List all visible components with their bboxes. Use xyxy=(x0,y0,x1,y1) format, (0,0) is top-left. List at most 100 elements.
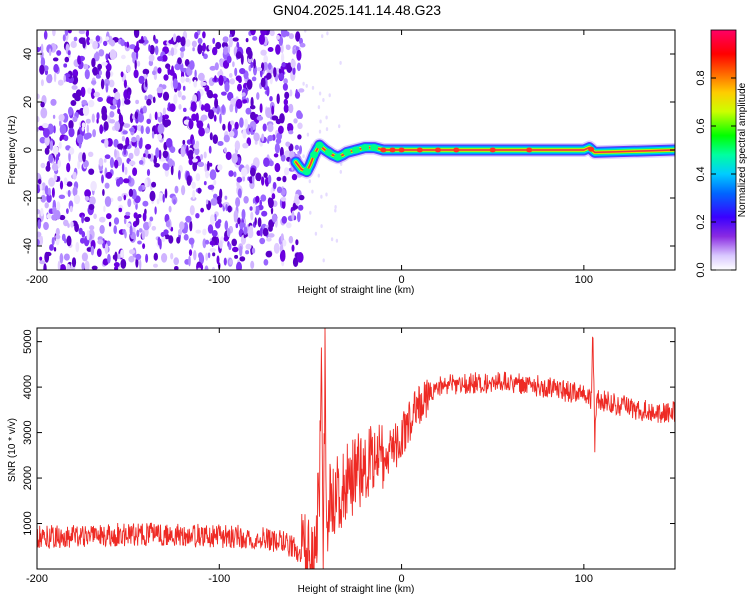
noise-speck xyxy=(66,181,73,187)
noise-speck xyxy=(227,205,232,213)
noise-speck xyxy=(67,50,71,56)
noise-speck xyxy=(89,38,94,44)
noise-speck xyxy=(232,61,235,68)
noise-speck xyxy=(57,159,61,168)
noise-speck xyxy=(149,44,155,55)
noise-speck xyxy=(212,37,216,45)
noise-speck xyxy=(92,66,98,76)
noise-speck xyxy=(237,157,241,166)
noise-speck xyxy=(121,162,125,173)
noise-speck xyxy=(296,110,302,119)
noise-speck xyxy=(140,125,144,134)
colorbar: 0.0 0.2 0.4 0.6 0.8 Normalized spectral ampl… xyxy=(695,29,748,278)
noise-speck xyxy=(37,231,42,238)
noise-speck xyxy=(325,127,329,132)
noise-speck xyxy=(146,98,152,106)
noise-speck xyxy=(44,135,50,146)
noise-speck xyxy=(73,36,78,42)
noise-speck xyxy=(81,262,85,270)
noise-speck xyxy=(204,163,207,173)
noise-speck xyxy=(298,204,304,211)
noise-speck xyxy=(169,146,176,154)
noise-speck xyxy=(234,121,239,130)
noise-speck xyxy=(58,114,65,122)
noise-speck xyxy=(39,260,46,265)
signal-blob xyxy=(310,151,319,159)
noise-speck xyxy=(67,223,70,228)
noise-speck xyxy=(68,147,75,155)
noise-speck xyxy=(292,48,296,55)
noise-speck xyxy=(81,99,88,105)
noise-speck xyxy=(128,255,135,263)
noise-speck xyxy=(37,238,40,246)
noise-speck xyxy=(154,206,157,215)
noise-speck xyxy=(106,96,114,104)
noise-speck xyxy=(302,154,305,159)
noise-speck xyxy=(95,74,101,79)
noise-speck xyxy=(297,122,303,130)
noise-speck xyxy=(290,59,296,69)
noise-speck xyxy=(113,138,119,148)
noise-speck xyxy=(40,162,46,169)
noise-speck xyxy=(214,62,219,71)
noise-speck xyxy=(267,123,274,133)
noise-speck xyxy=(154,38,159,44)
noise-speck xyxy=(193,250,197,261)
noise-speck xyxy=(123,147,127,156)
noise-speck xyxy=(96,118,99,124)
noise-speck xyxy=(44,202,49,209)
noise-speck xyxy=(292,257,299,267)
noise-speck xyxy=(53,72,57,83)
noise-speck xyxy=(37,93,40,100)
noise-speck xyxy=(108,79,115,88)
noise-speck xyxy=(157,56,163,62)
noise-speck xyxy=(132,167,138,176)
noise-speck xyxy=(113,262,120,268)
noise-speck xyxy=(239,68,246,75)
noise-speck xyxy=(138,39,145,44)
noise-speck xyxy=(63,177,68,186)
noise-speck xyxy=(90,245,95,256)
noise-speck xyxy=(69,205,73,213)
noise-speck xyxy=(114,91,121,101)
noise-speck xyxy=(62,34,66,42)
noise-speck xyxy=(297,134,302,140)
noise-speck xyxy=(84,196,90,201)
noise-speck xyxy=(334,205,337,209)
noise-speck xyxy=(142,243,146,250)
noise-speck xyxy=(101,61,108,66)
noise-speck xyxy=(294,193,300,205)
noise-speck xyxy=(72,69,79,78)
noise-speck xyxy=(120,258,127,269)
noise-speck xyxy=(242,175,246,182)
noise-speck xyxy=(124,230,127,239)
noise-speck xyxy=(261,210,268,217)
noise-speck xyxy=(271,214,278,223)
noise-speck xyxy=(200,81,207,86)
noise-speck xyxy=(116,253,122,260)
noise-speck xyxy=(103,78,110,87)
noise-speck xyxy=(183,222,189,233)
noise-speck xyxy=(146,169,151,176)
noise-speck xyxy=(103,121,109,131)
noise-speck xyxy=(223,46,228,55)
noise-speck xyxy=(237,188,242,198)
noise-speck xyxy=(222,36,229,43)
noise-speck xyxy=(58,194,66,199)
noise-speck xyxy=(52,57,59,62)
noise-speck xyxy=(259,199,263,207)
noise-speck xyxy=(194,147,200,156)
noise-speck xyxy=(221,104,225,114)
noise-speck xyxy=(195,229,202,234)
noise-speck xyxy=(211,266,216,270)
bottom-y-tick-label: 3000 xyxy=(22,420,34,444)
noise-speck xyxy=(156,198,160,205)
noise-speck xyxy=(96,112,100,120)
noise-speck xyxy=(295,46,299,51)
noise-speck xyxy=(127,91,131,100)
noise-speck xyxy=(260,49,267,56)
noise-speck xyxy=(202,31,206,39)
noise-speck xyxy=(196,120,204,129)
noise-speck xyxy=(207,184,215,190)
noise-speck xyxy=(235,98,243,109)
